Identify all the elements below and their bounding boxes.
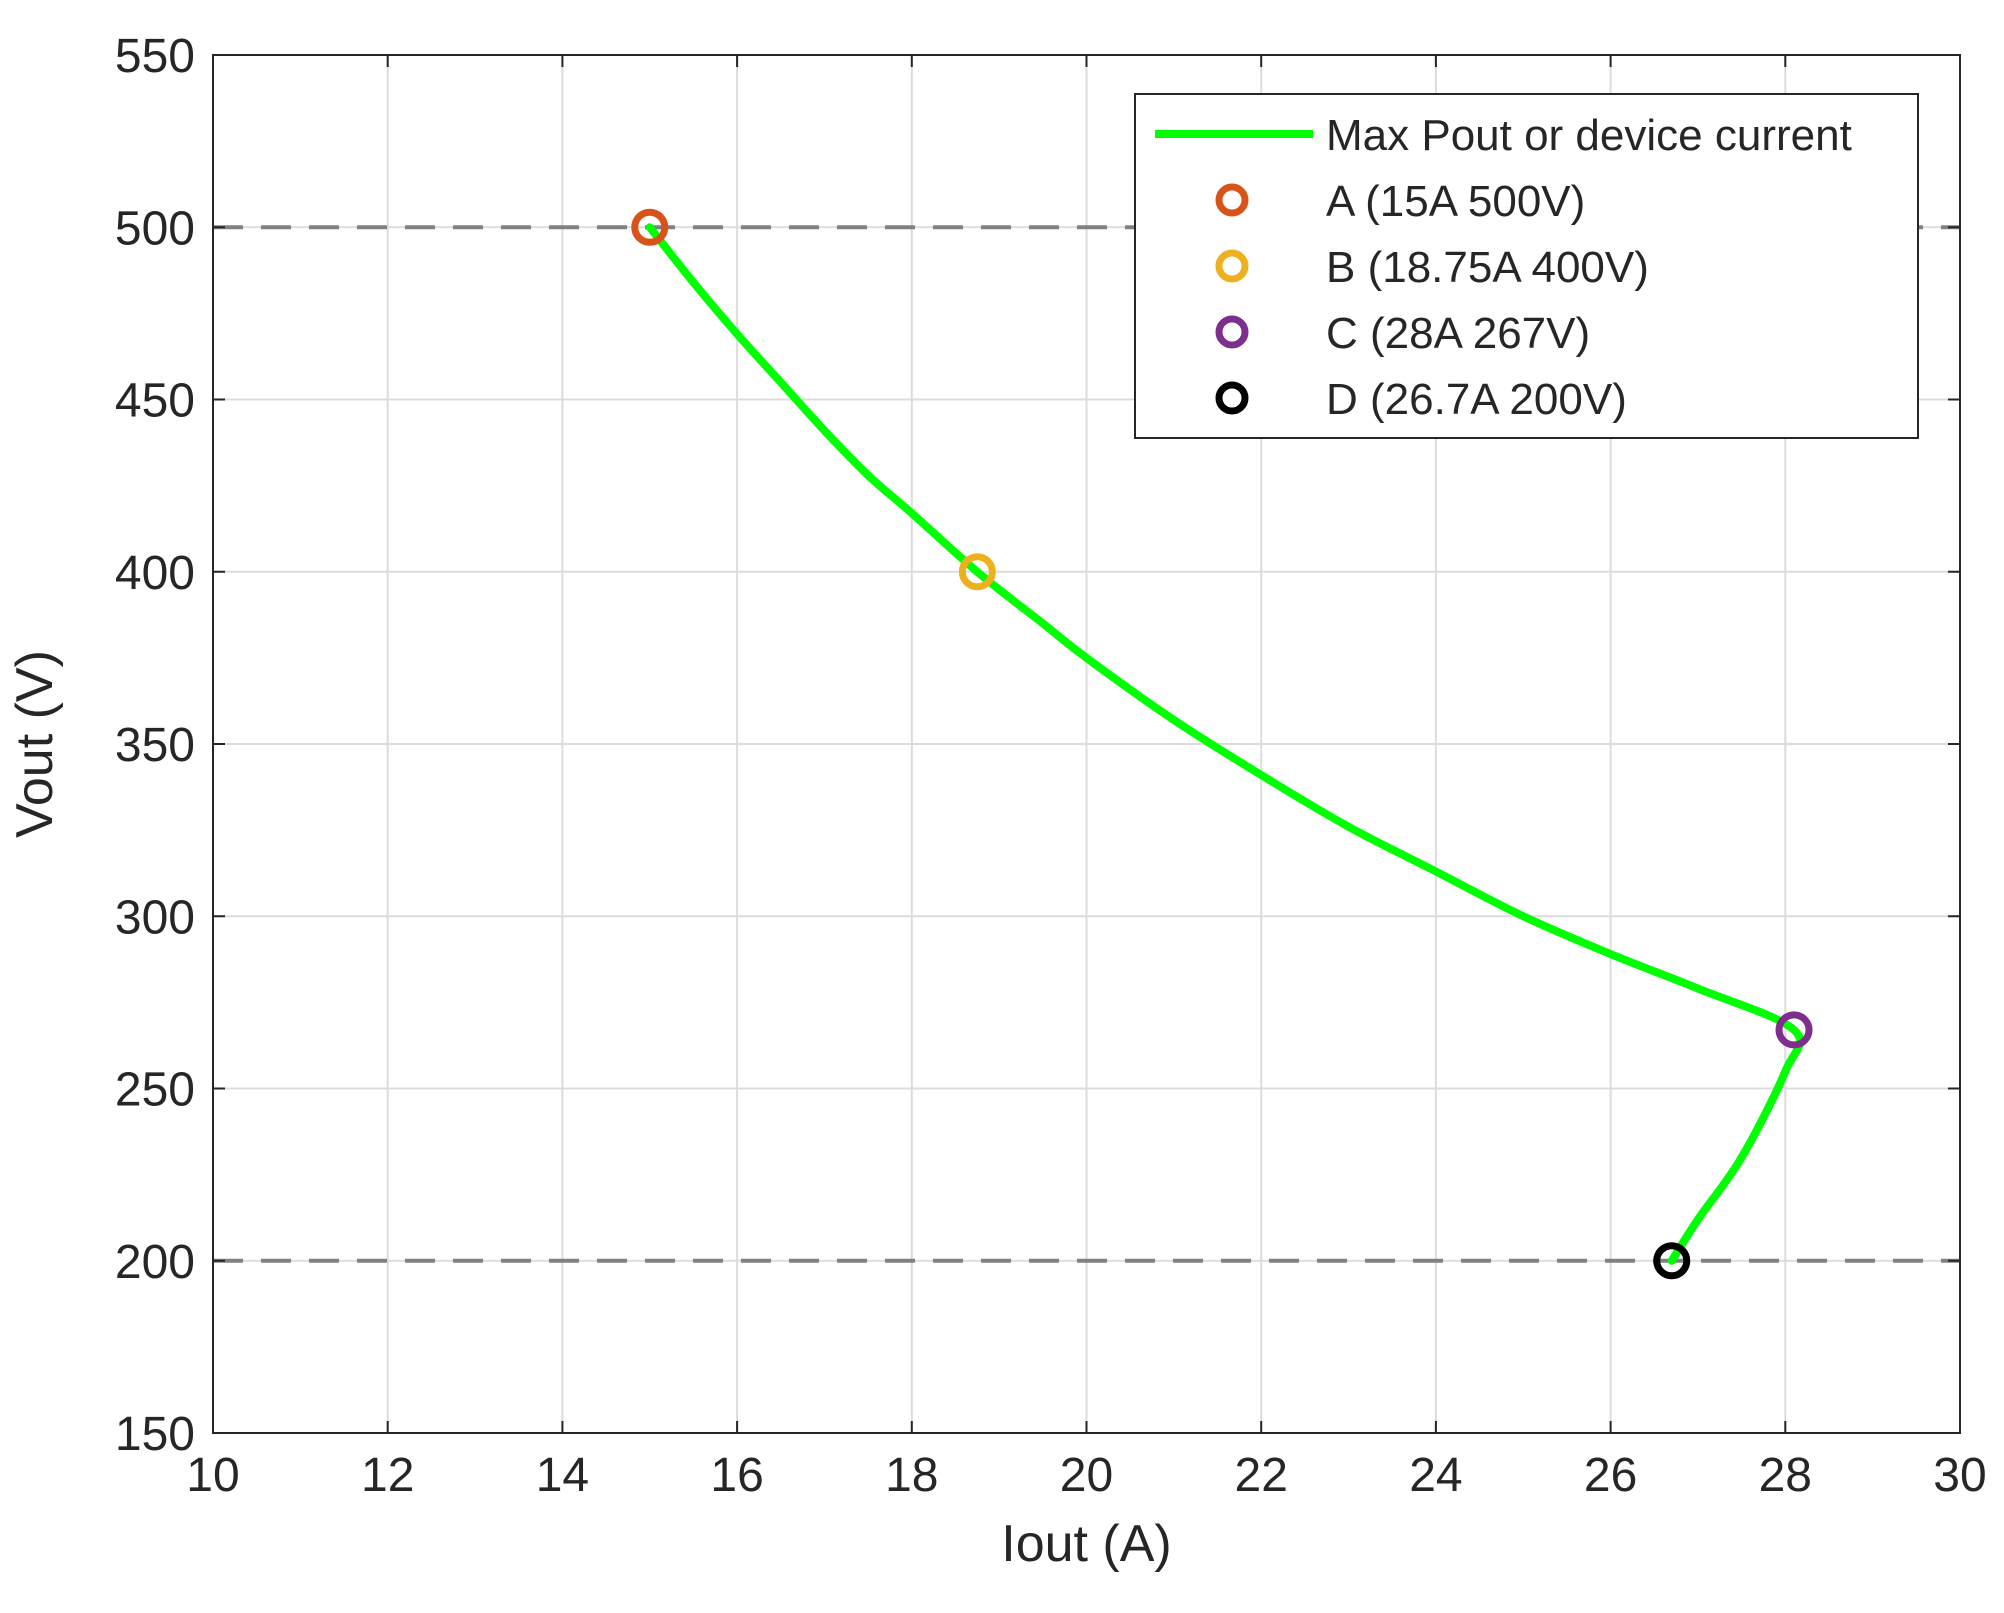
- x-tick-label: 14: [536, 1449, 589, 1502]
- legend-swatch-marker: [1215, 249, 1249, 283]
- x-tick-label: 30: [1933, 1449, 1986, 1502]
- x-tick-label: 26: [1584, 1449, 1637, 1502]
- x-tick-label: 10: [186, 1449, 239, 1502]
- y-tick-label: 350: [115, 719, 195, 772]
- legend-box: [1134, 93, 1919, 439]
- x-tick-label: 24: [1409, 1449, 1462, 1502]
- plot-area: [631, 208, 1813, 1280]
- legend-entry-label: A (15A 500V): [1326, 177, 1585, 226]
- legend: Max Pout or device current A (15A 500V) B …: [1134, 93, 1919, 439]
- series-line: [645, 223, 1805, 1265]
- legend-entry-label: Max Pout or device current: [1326, 111, 1852, 160]
- legend-entry-label: D (26.7A 200V): [1326, 375, 1627, 424]
- x-tick-label: 12: [361, 1449, 414, 1502]
- x-tick-label: 20: [1060, 1449, 1113, 1502]
- ticks: 10 12 14 16 18 20 22 24 26 28 30 150 200 250 300 350 400…: [115, 30, 1987, 1502]
- data-point-b: [958, 553, 996, 591]
- y-tick-label: 400: [115, 547, 195, 600]
- legend-swatch-marker: [1215, 381, 1249, 415]
- y-tick-label: 300: [115, 891, 195, 944]
- legend-swatch-marker: [1215, 183, 1249, 217]
- y-tick-label: 450: [115, 375, 195, 428]
- x-tick-label: 18: [885, 1449, 938, 1502]
- data-point-d: [1653, 1242, 1691, 1280]
- x-tick-label: 22: [1235, 1449, 1288, 1502]
- legend-entry-label: C (28A 267V): [1326, 309, 1590, 358]
- y-tick-label: 150: [115, 1408, 195, 1461]
- y-axis-label: Vout (V): [6, 650, 64, 838]
- x-tick-label: 28: [1759, 1449, 1812, 1502]
- data-point-c: [1775, 1011, 1813, 1049]
- y-tick-label: 200: [115, 1236, 195, 1289]
- legend-swatch-marker: [1215, 315, 1249, 349]
- y-tick-label: 550: [115, 30, 195, 83]
- y-tick-label: 250: [115, 1064, 195, 1117]
- y-tick-label: 500: [115, 202, 195, 255]
- x-axis-label: Iout (A): [1001, 1515, 1172, 1573]
- legend-entry-label: B (18.75A 400V): [1326, 243, 1649, 292]
- data-point-a: [631, 208, 669, 246]
- x-tick-label: 16: [710, 1449, 763, 1502]
